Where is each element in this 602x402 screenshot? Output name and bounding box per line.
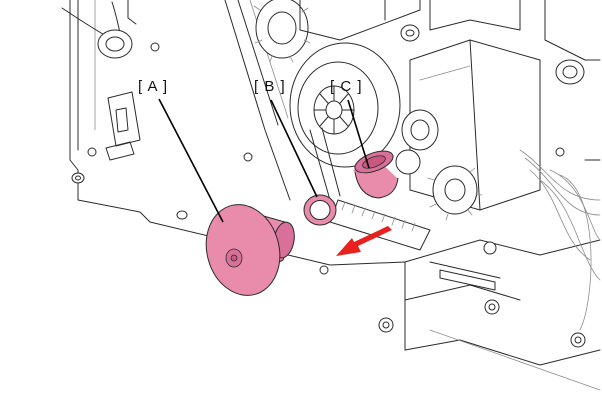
callout-label-c: [ C ]: [330, 78, 363, 95]
part-c-bushing: [353, 150, 399, 199]
callout-label-b: [ B ]: [254, 78, 286, 95]
red-arrow-icon: [336, 226, 392, 256]
printer-frame-line-art: [61, 0, 601, 391]
callout-leaders: [158, 98, 370, 223]
callout-label-a: [ A ]: [138, 78, 168, 95]
part-b-ring: [303, 194, 337, 226]
part-a-flange-gear: [205, 204, 295, 296]
